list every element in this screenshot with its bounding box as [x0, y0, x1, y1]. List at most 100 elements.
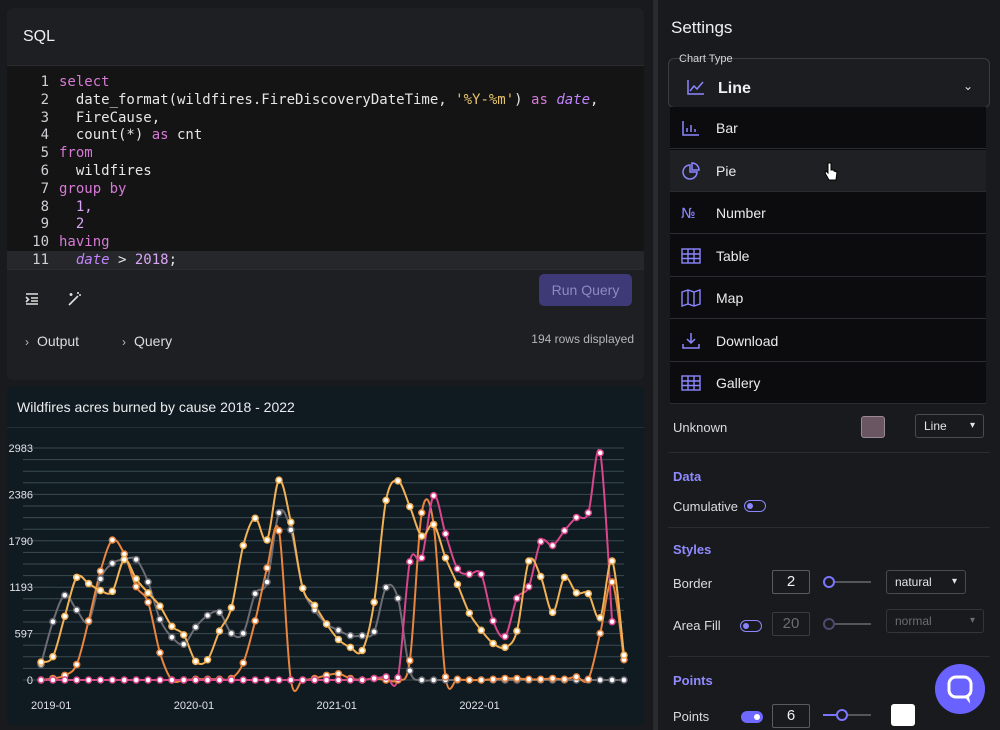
code-line[interactable]: 6 wildfires — [7, 162, 644, 180]
data-point — [168, 633, 176, 641]
border-label: Border — [673, 576, 713, 591]
cumulative-toggle[interactable] — [744, 500, 766, 512]
data-point — [310, 601, 319, 610]
line-number: 4 — [40, 127, 49, 144]
border-width-input[interactable]: 2 — [772, 570, 810, 594]
code-line[interactable]: 3 FireCause, — [7, 109, 644, 127]
border-curve-select[interactable]: natural ▾ — [886, 570, 966, 594]
styles-section-heading: Styles — [673, 542, 712, 557]
chart-type-option-gallery[interactable]: Gallery — [670, 362, 986, 404]
data-point — [227, 676, 236, 684]
data-point — [251, 676, 259, 684]
code-line[interactable]: 5 from — [7, 144, 644, 162]
line-number: 5 — [40, 145, 49, 162]
area-fill-opacity-input[interactable]: 20 — [772, 612, 810, 636]
data-point — [156, 649, 164, 657]
data-point — [465, 676, 474, 684]
chart-type-label: Chart Type — [679, 53, 733, 65]
data-point — [322, 676, 331, 684]
panel-splitter[interactable] — [653, 0, 658, 730]
line-number: 10 — [32, 234, 49, 251]
data-point — [334, 676, 343, 684]
data-point — [275, 509, 283, 517]
data-point — [584, 509, 593, 517]
data-point — [513, 627, 521, 635]
data-point — [49, 676, 57, 684]
border-width-slider[interactable] — [823, 576, 871, 588]
data-point — [334, 626, 343, 634]
chart-type-select[interactable]: Line ⌄ — [668, 58, 990, 108]
data-point — [144, 598, 152, 606]
point-color-swatch[interactable] — [891, 704, 915, 726]
chart-type-option-number[interactable]: № Number — [670, 192, 986, 234]
area-fill-blend-select[interactable]: normal ▾ — [886, 609, 984, 633]
data-point — [251, 617, 259, 625]
code-line[interactable]: 8 1, — [7, 198, 644, 216]
chat-help-icon[interactable] — [935, 664, 985, 714]
sql-code-editor[interactable]: 1 select 2 date_format(wildfires.FireDisco… — [7, 65, 644, 270]
data-point — [72, 606, 81, 614]
code-line[interactable]: 9 2 — [7, 215, 644, 233]
data-point — [513, 674, 521, 683]
point-size-slider[interactable] — [823, 709, 871, 721]
data-point — [61, 676, 69, 684]
chart-type-option-map[interactable]: Map — [670, 277, 986, 319]
data-point — [49, 617, 57, 626]
series-line — [40, 479, 625, 666]
data-point — [61, 612, 69, 620]
code-line[interactable]: 11 date > 2018; — [7, 251, 644, 269]
data-point — [287, 518, 295, 526]
rows-displayed-count: 194 rows displayed — [531, 332, 634, 346]
data-point — [477, 676, 485, 684]
data-point — [203, 656, 212, 664]
data-point — [275, 476, 283, 484]
data-point — [489, 675, 497, 683]
bar-chart-icon — [681, 119, 701, 137]
code-line[interactable]: 7 group by — [7, 180, 644, 198]
data-point — [263, 536, 271, 544]
code-line[interactable]: 4 count(*) as cnt — [7, 126, 644, 144]
chart-type-option-download[interactable]: Download — [670, 320, 986, 362]
data-point — [84, 676, 93, 684]
chart-type-option-label: Download — [716, 332, 779, 349]
output-toggle[interactable]: › Output — [25, 333, 79, 349]
data-point — [572, 673, 581, 681]
data-point — [84, 579, 93, 588]
divider — [668, 452, 990, 453]
data-point — [477, 570, 485, 578]
unknown-color-swatch[interactable] — [861, 416, 885, 438]
point-size-input[interactable]: 6 — [772, 704, 810, 728]
data-point — [525, 582, 533, 591]
code-line[interactable]: 1 select — [7, 73, 644, 91]
area-fill-slider[interactable] — [823, 618, 871, 630]
data-point — [382, 673, 390, 681]
data-point — [346, 631, 355, 640]
line-number: 9 — [40, 216, 49, 233]
unknown-type-select[interactable]: Line ▾ — [915, 414, 984, 438]
cumulative-label: Cumulative — [673, 499, 739, 514]
magic-wand-icon[interactable] — [66, 290, 84, 308]
data-point — [132, 575, 140, 583]
pointer-hand-cursor-icon — [824, 162, 838, 182]
area-fill-toggle[interactable] — [740, 620, 762, 632]
data-point — [406, 502, 414, 511]
code-line[interactable]: 10 having — [7, 233, 644, 251]
chevron-down-icon: ▾ — [969, 615, 975, 626]
y-tick-label: 0 — [27, 675, 33, 687]
code-line[interactable]: 2 date_format(wildfires.FireDiscoveryDat… — [7, 91, 644, 109]
number-icon: № — [681, 204, 701, 222]
data-point — [96, 567, 105, 575]
points-toggle[interactable] — [741, 711, 763, 723]
data-point — [96, 575, 105, 583]
run-query-button[interactable]: Run Query — [539, 274, 632, 306]
chart-type-option-table[interactable]: Table — [670, 235, 986, 277]
query-toggle[interactable]: › Query — [122, 333, 172, 349]
indent-icon[interactable] — [23, 290, 41, 308]
data-point — [560, 675, 569, 683]
data-point — [429, 520, 438, 529]
series-line — [40, 498, 625, 693]
chart-type-option-bar[interactable]: Bar — [670, 107, 986, 149]
data-point — [96, 676, 105, 684]
data-point — [310, 676, 319, 684]
data-point — [406, 558, 414, 566]
